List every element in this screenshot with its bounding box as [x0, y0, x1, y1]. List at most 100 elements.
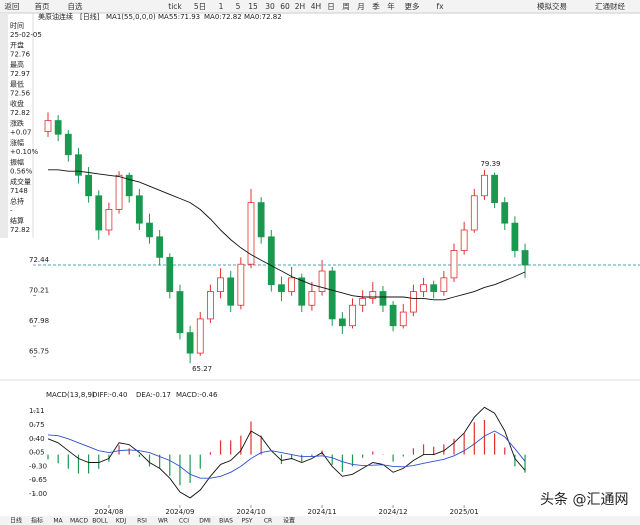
- info-value: 72.82: [10, 109, 30, 117]
- candle-body: [186, 332, 194, 354]
- low-label: 65.27: [192, 365, 212, 373]
- bottom-tab[interactable]: 日线: [10, 517, 22, 525]
- candle-body: [196, 318, 204, 354]
- y-tick-label: 70.21: [29, 287, 49, 295]
- y-tick-label: 65.75: [29, 348, 49, 356]
- toolbar-button[interactable]: 60: [280, 2, 290, 11]
- toolbar-button[interactable]: 15: [248, 2, 258, 11]
- bottom-tab[interactable]: RSI: [137, 518, 147, 525]
- info-value: +0.10%: [10, 148, 38, 156]
- info-value: +0.07: [10, 129, 31, 137]
- toolbar-button[interactable]: 2H: [295, 2, 305, 11]
- bottom-tab[interactable]: BIAS: [219, 518, 233, 525]
- candle-body: [156, 236, 164, 258]
- x-tick-label: 2024/11: [308, 508, 337, 516]
- bottom-tab[interactable]: MA: [53, 518, 63, 525]
- bottom-tab[interactable]: DMI: [199, 518, 211, 525]
- toolbar-button[interactable]: fx: [436, 2, 444, 11]
- x-tick-label: 2024/10: [236, 508, 265, 516]
- toolbar-button[interactable]: 30: [265, 2, 275, 11]
- candle-body: [369, 291, 377, 299]
- candle-body: [349, 304, 356, 327]
- candle-body: [399, 311, 407, 327]
- info-value: 72.76: [10, 51, 31, 59]
- toolbar-button[interactable]: 1: [219, 2, 224, 11]
- candle-body: [247, 202, 255, 265]
- tabs-bg: [0, 516, 640, 525]
- ma-line: [48, 169, 526, 301]
- candle-body: [64, 133, 72, 156]
- candle-body: [54, 120, 62, 135]
- candle-body: [440, 277, 448, 292]
- bottom-tab[interactable]: 指标: [31, 517, 43, 525]
- info-label: 时间: [10, 21, 24, 30]
- candle-body: [237, 263, 245, 306]
- candle-body: [105, 209, 113, 231]
- bottom-tab[interactable]: MACD: [70, 518, 88, 525]
- candle-body: [460, 229, 468, 251]
- candle-body: [44, 120, 52, 132]
- watermark: 头条 @汇通网: [540, 491, 628, 508]
- legend-entry: DEA:-0.17: [136, 391, 171, 399]
- legend-entry: MA0:72.82: [204, 13, 242, 21]
- info-label: 成交量: [10, 177, 31, 186]
- y-tick-label: 0.05: [29, 449, 45, 457]
- info-label: 最低: [10, 80, 24, 89]
- y-tick-label: -0.30: [29, 462, 47, 470]
- candle-body: [389, 304, 397, 327]
- candle-body: [257, 202, 265, 238]
- legend-entry: MA1(55,0,0,0): [106, 13, 156, 21]
- toolbar-bg: [0, 0, 640, 13]
- toolbar-button[interactable]: 年: [387, 1, 395, 11]
- toolbar-button[interactable]: 5日: [194, 2, 206, 11]
- toolbar-button[interactable]: tick: [168, 2, 182, 11]
- toolbar-button[interactable]: 日: [327, 2, 335, 11]
- candle-body: [85, 174, 92, 197]
- candle-body: [288, 277, 296, 292]
- toolbar-button[interactable]: 季: [372, 1, 380, 11]
- y-tick-label: 72.44: [29, 256, 50, 264]
- candle-body: [146, 222, 153, 238]
- info-value: 72.82: [10, 226, 30, 234]
- candle-body: [227, 277, 235, 306]
- candle-body: [338, 318, 346, 327]
- candle-body: [521, 250, 529, 266]
- toolbar-button[interactable]: 自选: [68, 1, 83, 11]
- macd-title: MACD(13,8,9): [46, 391, 95, 399]
- x-tick-label: 2024/08: [94, 508, 123, 516]
- toolbar-button[interactable]: 汇通财经: [595, 1, 625, 11]
- bottom-tab[interactable]: CR: [264, 518, 272, 525]
- candle-body: [135, 195, 143, 224]
- bottom-tab[interactable]: KDJ: [116, 518, 127, 525]
- toolbar-button[interactable]: 4H: [311, 2, 321, 11]
- y-tick-label: 1.11: [29, 407, 45, 415]
- toolbar-button[interactable]: 返回: [5, 2, 20, 11]
- bottom-tab[interactable]: PSY: [241, 518, 252, 525]
- bottom-tab[interactable]: 设置: [283, 517, 295, 525]
- legend-entry: MA55:71.93: [158, 13, 200, 21]
- toolbar-button[interactable]: 周: [342, 2, 350, 11]
- bottom-tab[interactable]: CCI: [179, 518, 189, 525]
- toolbar-button[interactable]: 模拟交易: [537, 1, 567, 11]
- legend-entry: MACD:-0.46: [176, 391, 218, 399]
- toolbar-button[interactable]: 更多: [405, 1, 420, 11]
- candle-body: [430, 284, 438, 292]
- toolbar-button[interactable]: 月: [357, 2, 365, 11]
- candle-body: [491, 174, 499, 204]
- info-value: 0.56%: [10, 168, 33, 176]
- toolbar-button[interactable]: 首页: [35, 1, 50, 11]
- toolbar-button[interactable]: 5: [236, 2, 241, 11]
- y-tick-label: -0.65: [29, 476, 47, 484]
- bottom-tab[interactable]: WR: [158, 518, 168, 525]
- legend-entry: [日线]: [80, 12, 100, 21]
- y-tick-label: 67.98: [29, 317, 49, 325]
- info-value: -: [10, 207, 13, 215]
- candle-body: [176, 291, 184, 333]
- y-tick-label: 0.40: [29, 435, 45, 443]
- bottom-tab[interactable]: BOLL: [92, 518, 108, 525]
- y-tick-label: -1.00: [29, 490, 47, 498]
- candle-body: [409, 291, 417, 313]
- candle-body: [481, 174, 488, 197]
- legend-entry: MA0:72.82: [244, 13, 282, 21]
